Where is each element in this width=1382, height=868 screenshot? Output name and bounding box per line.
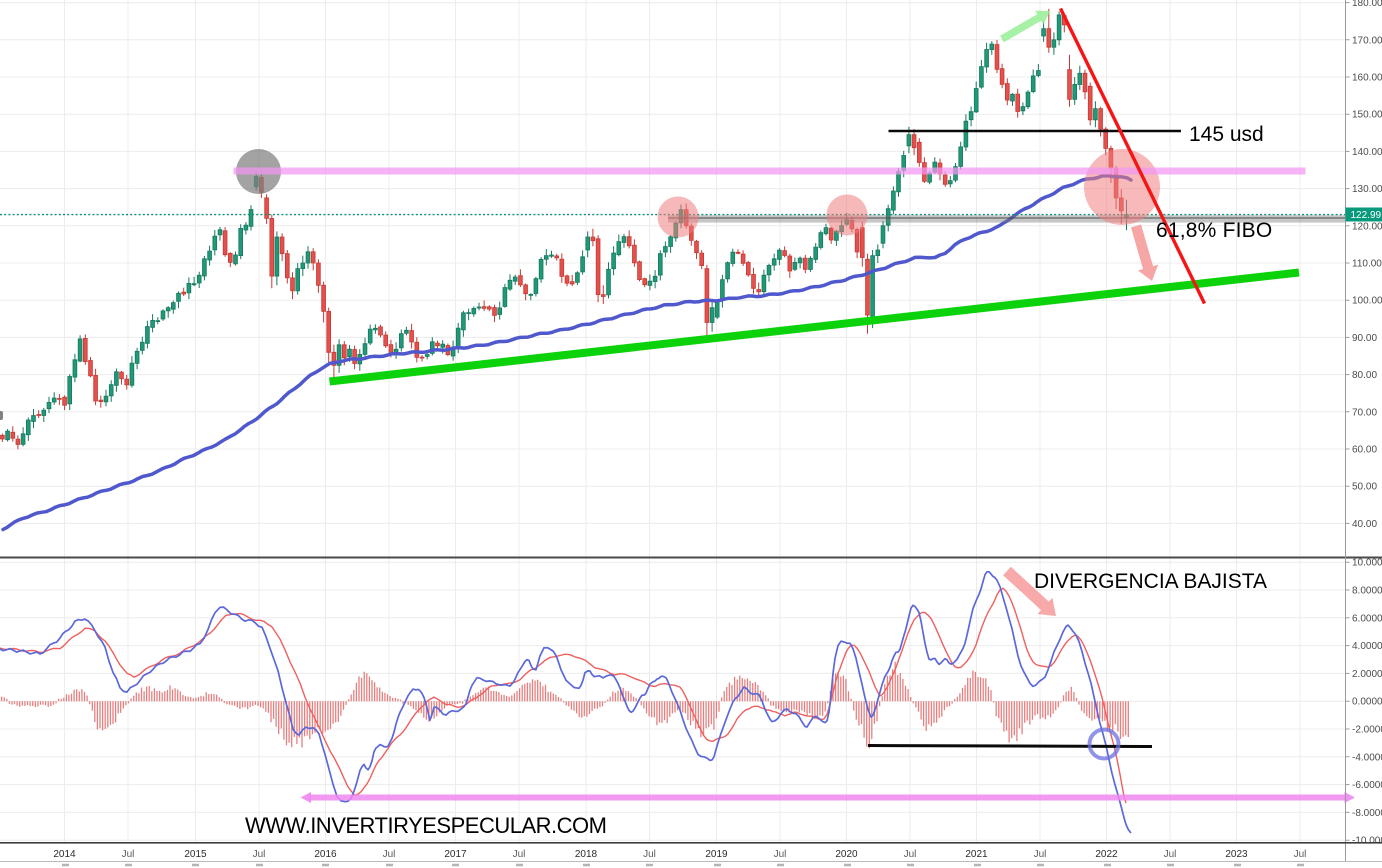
svg-text:140.00: 140.00 <box>1352 147 1382 158</box>
svg-text:2020: 2020 <box>835 849 858 860</box>
svg-text:-2.0000: -2.0000 <box>1352 725 1382 736</box>
svg-text:110.00: 110.00 <box>1352 259 1382 270</box>
svg-text:2022: 2022 <box>1095 849 1118 860</box>
svg-text:2017: 2017 <box>444 849 467 860</box>
svg-text:2.0000: 2.0000 <box>1352 669 1382 680</box>
svg-text:Jul: Jul <box>774 849 787 860</box>
svg-text:40.00: 40.00 <box>1352 519 1377 530</box>
svg-text:145 usd: 145 usd <box>1189 123 1264 146</box>
svg-text:-10.0000: -10.0000 <box>1352 836 1382 847</box>
svg-text:10.0000: 10.0000 <box>1352 558 1382 569</box>
svg-text:2016: 2016 <box>314 849 337 860</box>
svg-text:90.00: 90.00 <box>1352 333 1377 344</box>
svg-text:Jul: Jul <box>513 849 526 860</box>
svg-text:Jul: Jul <box>643 849 656 860</box>
svg-text:120.00: 120.00 <box>1352 221 1382 232</box>
svg-text:8.0000: 8.0000 <box>1352 586 1382 597</box>
svg-text:2021: 2021 <box>965 849 988 860</box>
svg-text:-6.0000: -6.0000 <box>1352 780 1382 791</box>
svg-text:WWW.INVERTIRYESPECULAR.COM: WWW.INVERTIRYESPECULAR.COM <box>245 813 606 838</box>
svg-text:Jul: Jul <box>1164 849 1177 860</box>
svg-text:150.00: 150.00 <box>1352 110 1382 121</box>
svg-text:60.00: 60.00 <box>1352 445 1377 456</box>
svg-text:2015: 2015 <box>184 849 207 860</box>
svg-text:-4.0000: -4.0000 <box>1352 752 1382 763</box>
svg-text:170.00: 170.00 <box>1352 35 1382 46</box>
svg-text:Jul: Jul <box>1034 849 1047 860</box>
svg-text:2014: 2014 <box>53 849 76 860</box>
svg-text:-8.0000: -8.0000 <box>1352 808 1382 819</box>
svg-text:70.00: 70.00 <box>1352 407 1377 418</box>
svg-text:2019: 2019 <box>705 849 728 860</box>
svg-text:50.00: 50.00 <box>1352 482 1377 493</box>
svg-text:Jul: Jul <box>253 849 266 860</box>
svg-text:2023: 2023 <box>1225 849 1248 860</box>
svg-text:160.00: 160.00 <box>1352 73 1382 84</box>
svg-text:100.00: 100.00 <box>1352 296 1382 307</box>
svg-text:6.0000: 6.0000 <box>1352 613 1382 624</box>
svg-text:4.0000: 4.0000 <box>1352 641 1382 652</box>
svg-text:Jul: Jul <box>383 849 396 860</box>
svg-text:61,8% FIBO: 61,8% FIBO <box>1156 219 1272 242</box>
svg-text:80.00: 80.00 <box>1352 370 1377 381</box>
svg-text:Jul: Jul <box>1294 849 1307 860</box>
svg-text:Jul: Jul <box>904 849 917 860</box>
svg-text:180.00: 180.00 <box>1352 0 1382 9</box>
svg-text:0.0000: 0.0000 <box>1352 697 1382 708</box>
svg-text:2018: 2018 <box>575 849 598 860</box>
svg-text:130.00: 130.00 <box>1352 184 1382 195</box>
svg-text:DIVERGENCIA BAJISTA: DIVERGENCIA BAJISTA <box>1034 570 1267 593</box>
svg-text:Jul: Jul <box>122 849 135 860</box>
svg-text:122.99: 122.99 <box>1351 210 1382 221</box>
